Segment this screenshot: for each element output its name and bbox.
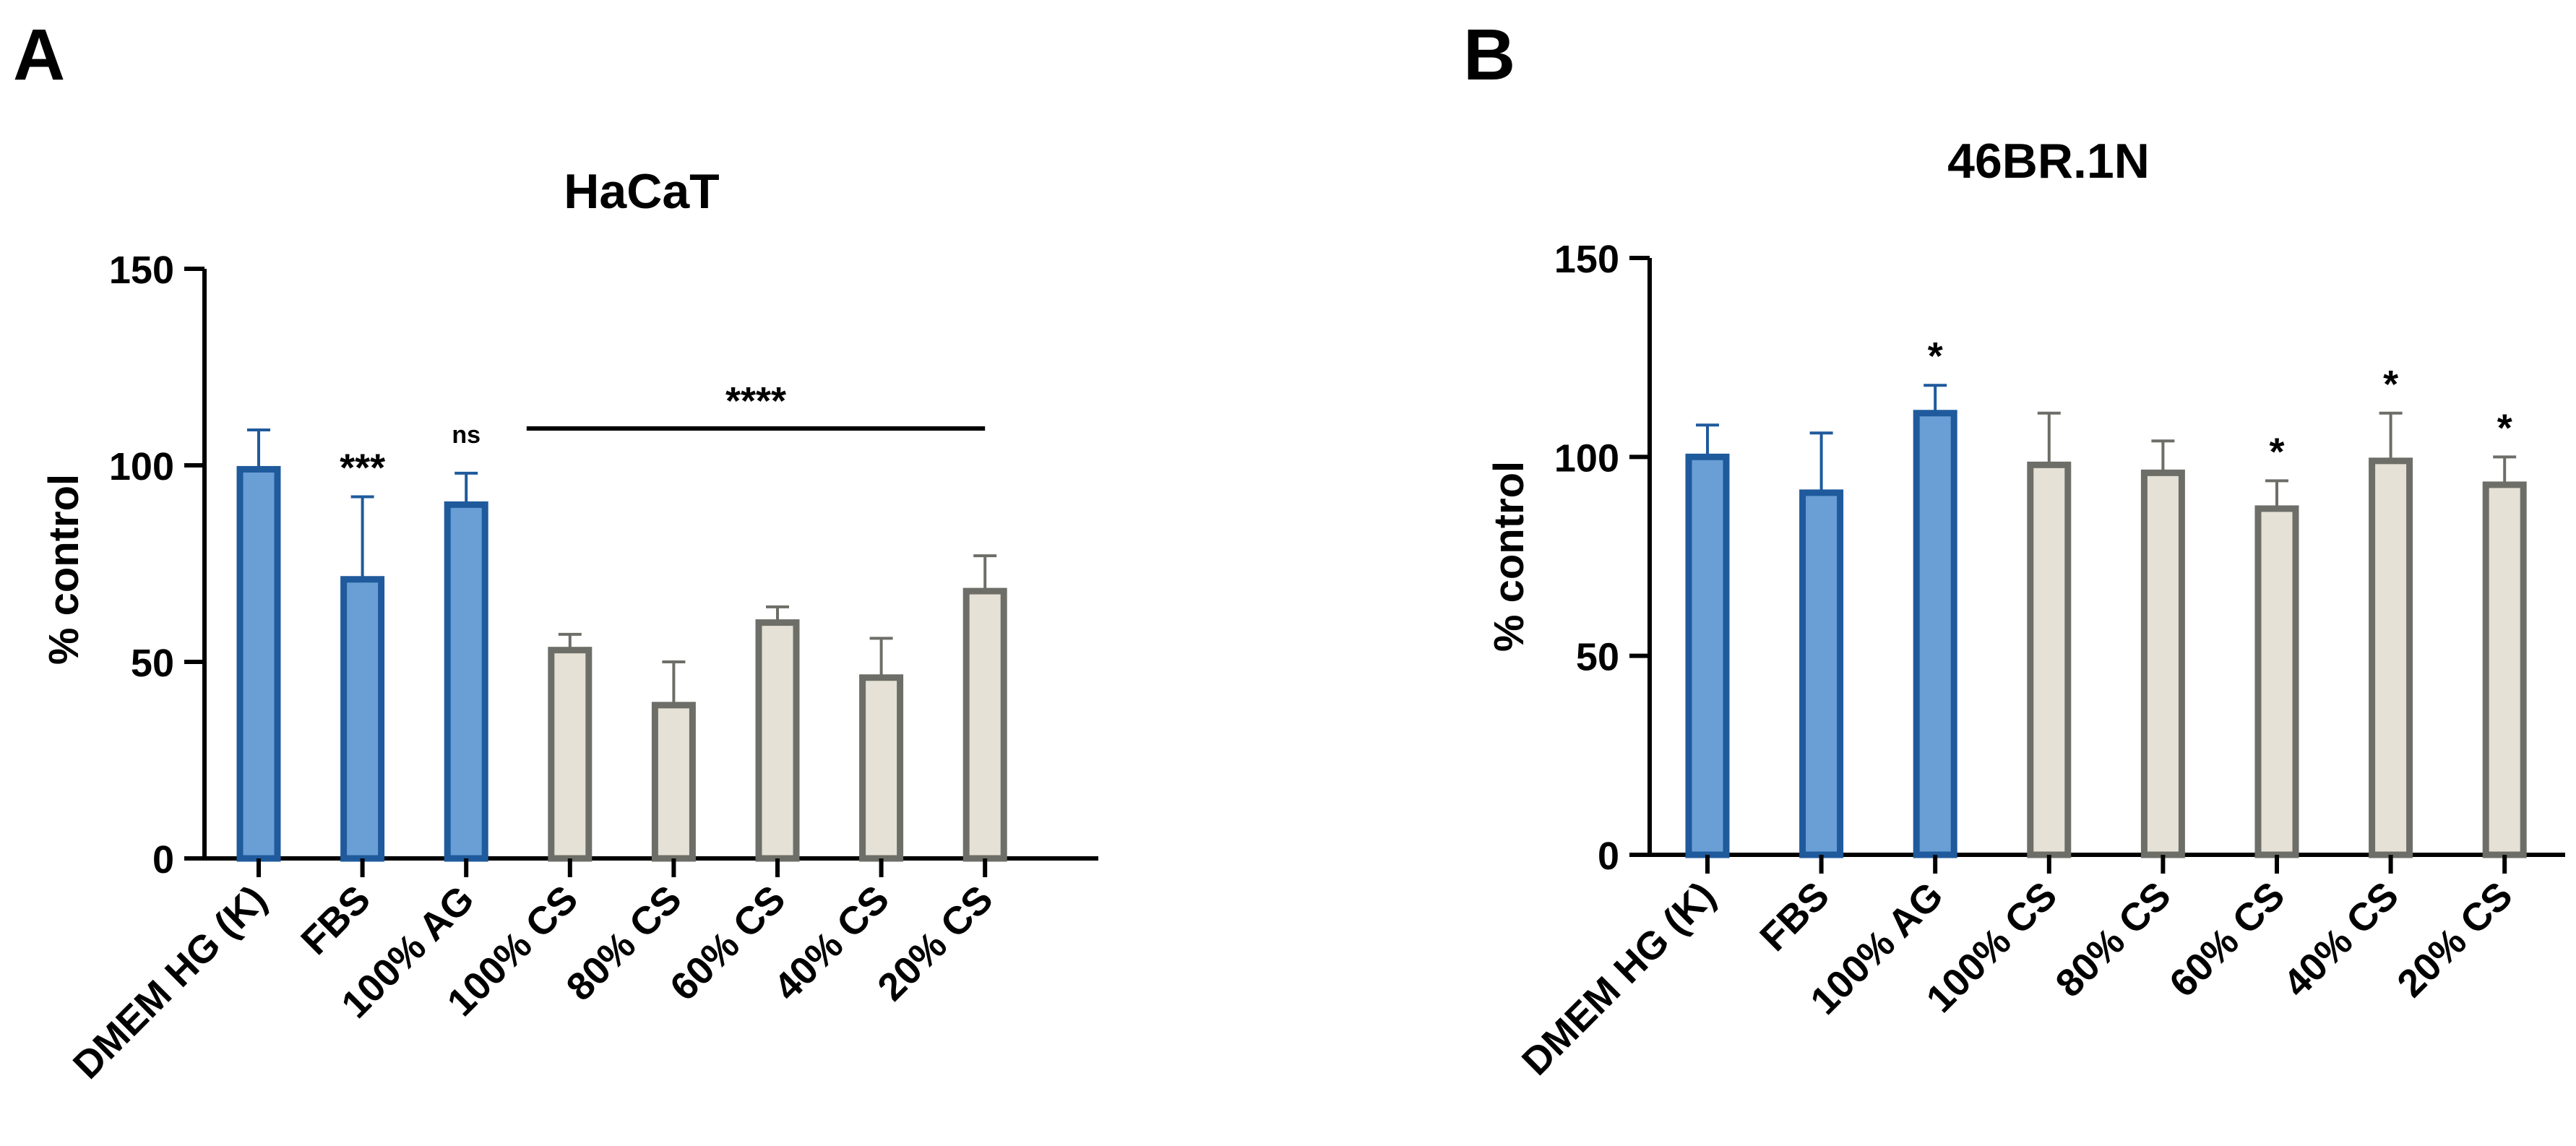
significance-label-b: *	[2269, 430, 2284, 473]
bar-a	[962, 587, 1007, 862]
x-tick-label-a: FBS	[293, 877, 379, 963]
bar-b	[1913, 410, 1957, 858]
bar-b	[2482, 481, 2527, 858]
significance-label-a: ***	[340, 447, 385, 490]
y-tick-label-b: 0	[1598, 835, 1619, 878]
x-tick-label-b: 20% CS	[2389, 874, 2521, 1006]
bar-b	[1685, 453, 1730, 858]
bar-b	[2254, 505, 2299, 858]
bar-a	[651, 702, 696, 862]
significance-label-a: ns	[452, 421, 481, 449]
bar-b	[2140, 469, 2185, 858]
significance-label-b: *	[1928, 335, 1943, 378]
y-tick-label-b: 100	[1554, 436, 1619, 480]
y-tick-label-b: 150	[1554, 238, 1619, 281]
y-tick-label-b: 50	[1576, 636, 1619, 679]
x-tick-label-b: DMEM HG (K)	[1514, 874, 1724, 1084]
bar-a	[755, 619, 800, 862]
x-tick-label-b: FBS	[1752, 874, 1838, 960]
bar-b	[2369, 457, 2413, 858]
bar-a	[444, 501, 488, 862]
y-tick-label-a: 150	[109, 249, 174, 292]
significance-label-a: ****	[725, 379, 786, 423]
y-tick-label-a: 100	[109, 445, 174, 488]
y-tick-label-a: 0	[152, 838, 174, 882]
y-axis-label-b: % control	[1486, 461, 1533, 652]
bar-a	[548, 647, 593, 862]
bar-a	[859, 674, 904, 862]
panel-label-b: B	[1463, 14, 1515, 95]
x-tick-label-b: 80% CS	[2047, 874, 2179, 1006]
x-tick-label-a: 20% CS	[869, 877, 1001, 1009]
significance-label-b: *	[2383, 363, 2398, 406]
bar-a	[236, 465, 281, 862]
x-tick-label-a: 80% CS	[558, 877, 690, 1009]
panel-label-a: A	[13, 14, 65, 95]
bar-b	[1799, 489, 1844, 858]
x-tick-label-a: 60% CS	[662, 877, 794, 1009]
x-tick-label-b: 40% CS	[2275, 874, 2408, 1006]
bar-a	[340, 576, 385, 862]
chart-title-b: 46BR.1N	[1947, 134, 2150, 189]
x-tick-label-a: DMEM HG (K)	[65, 877, 275, 1087]
chart-title-a: HaCaT	[564, 164, 719, 219]
y-tick-label-a: 50	[131, 642, 174, 685]
x-tick-label-b: 60% CS	[2161, 874, 2293, 1006]
significance-label-b: *	[2497, 406, 2512, 449]
y-axis-label-a: % control	[40, 474, 87, 665]
bar-b	[2027, 461, 2072, 858]
x-tick-label-a: 40% CS	[766, 877, 898, 1009]
